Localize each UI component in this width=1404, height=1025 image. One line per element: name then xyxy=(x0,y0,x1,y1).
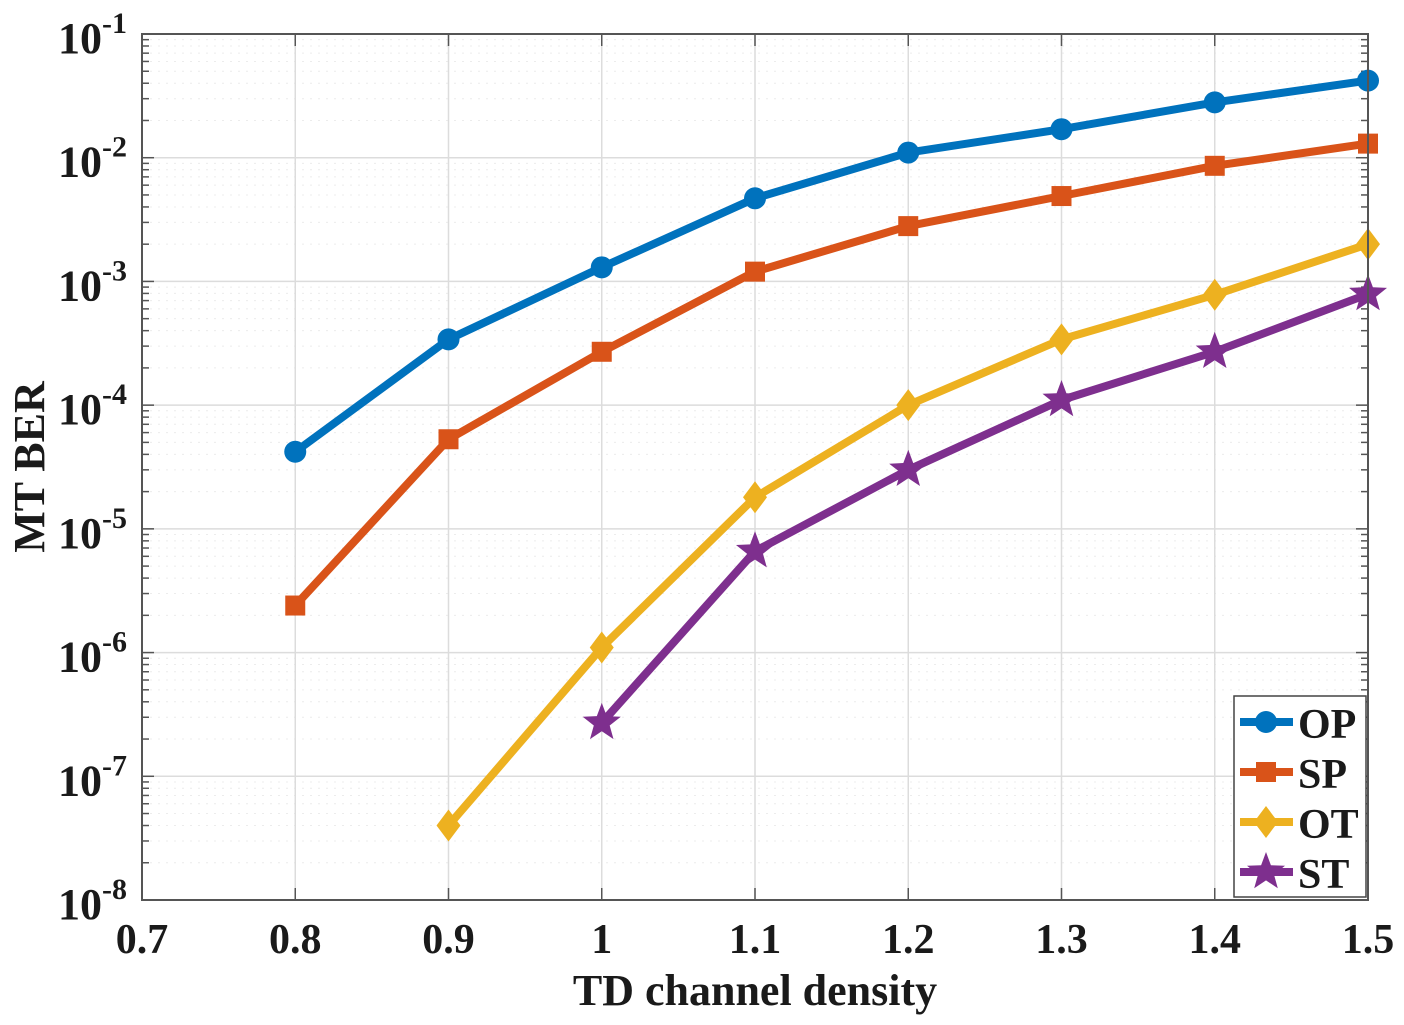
y-tick-label: 10-2 xyxy=(58,131,127,187)
y-tick-label: 10-7 xyxy=(58,749,127,805)
x-tick-label: 1.2 xyxy=(882,917,935,963)
y-tick-base: 10 xyxy=(58,633,102,682)
data-point-st xyxy=(582,702,621,740)
x-tick-label: 1.4 xyxy=(1189,917,1242,963)
data-point-sp xyxy=(1204,155,1225,176)
y-tick-base: 10 xyxy=(58,14,102,63)
data-point-op xyxy=(897,141,920,164)
y-tick-exponent: -8 xyxy=(102,873,127,906)
legend-marker-ot xyxy=(1254,806,1278,838)
x-tick-label: 1.1 xyxy=(729,917,782,963)
x-tick-label: 0.8 xyxy=(269,917,322,963)
x-tick-label: 1 xyxy=(591,917,612,963)
x-tick-label: 1.3 xyxy=(1035,917,1088,963)
data-point-st xyxy=(1195,331,1234,368)
data-point-sp xyxy=(898,216,919,237)
y-tick-exponent: -4 xyxy=(102,378,127,411)
data-point-ot xyxy=(1202,278,1227,311)
y-tick-exponent: -5 xyxy=(102,502,127,535)
x-tick-label: 1.5 xyxy=(1342,917,1395,963)
y-tick-label: 10-1 xyxy=(58,7,127,63)
y-tick-base: 10 xyxy=(58,138,102,187)
series-line-sp xyxy=(292,139,1369,609)
grid xyxy=(141,33,1369,901)
data-point-ot xyxy=(1049,323,1074,356)
data-point-st xyxy=(1042,380,1081,417)
data-point-sp xyxy=(591,341,612,362)
y-axis-label: MT BER xyxy=(5,380,54,553)
legend-box xyxy=(1233,695,1367,898)
y-tick-label: 10-3 xyxy=(58,254,127,310)
data-point-sp xyxy=(745,261,765,282)
y-tick-base: 10 xyxy=(58,880,102,929)
legend-marker-op xyxy=(1255,711,1277,733)
data-point-st xyxy=(889,449,928,486)
y-tick-label: 10-8 xyxy=(58,873,127,929)
y-tick-label: 10-6 xyxy=(58,626,127,682)
y-tick-exponent: -7 xyxy=(102,749,127,782)
legend-label-ot: OT xyxy=(1298,802,1359,848)
data-point-op xyxy=(590,256,613,279)
data-point-ot xyxy=(436,809,461,842)
data-point-st xyxy=(736,531,774,568)
y-tick-base: 10 xyxy=(58,509,102,558)
series-line-st xyxy=(598,290,1370,726)
x-tick-label: 0.7 xyxy=(116,917,169,963)
data-point-sp xyxy=(1051,186,1072,207)
y-tick-exponent: -2 xyxy=(102,131,127,164)
y-tick-label: 10-5 xyxy=(58,502,127,558)
data-point-op xyxy=(437,328,460,351)
y-tick-label: 10-4 xyxy=(58,378,127,434)
series-st xyxy=(582,274,1387,740)
y-tick-base: 10 xyxy=(58,261,102,310)
series-layer xyxy=(284,69,1387,842)
data-point-sp xyxy=(438,429,459,450)
legend-label-op: OP xyxy=(1298,702,1356,748)
y-tick-exponent: -1 xyxy=(102,7,127,40)
series-line-op xyxy=(292,76,1369,456)
data-point-op xyxy=(1050,118,1073,141)
data-point-ot xyxy=(743,481,767,514)
series-op xyxy=(284,69,1379,463)
series-sp xyxy=(285,133,1378,616)
legend-label-st: ST xyxy=(1298,852,1349,898)
data-point-op xyxy=(1203,91,1226,114)
legend-label-sp: SP xyxy=(1298,752,1347,798)
data-point-sp xyxy=(285,595,306,616)
axes-box xyxy=(141,33,1369,901)
y-tick-labels: 10-110-210-310-410-510-610-710-8 xyxy=(58,7,127,929)
data-point-ot xyxy=(896,389,921,422)
data-point-op xyxy=(744,187,766,210)
y-tick-base: 10 xyxy=(58,385,102,434)
y-tick-exponent: -3 xyxy=(102,254,127,287)
series-ot xyxy=(436,228,1380,842)
x-tick-label: 0.9 xyxy=(422,917,475,963)
x-tick-labels: 0.7 0.8 0.9 1 1.1 1.2 1.3 1.4 1.5 xyxy=(116,917,1395,963)
data-point-op xyxy=(284,440,307,463)
x-axis-label: TD channel density xyxy=(573,966,937,1015)
y-tick-base: 10 xyxy=(58,756,102,805)
legend-marker-sp xyxy=(1256,762,1276,782)
legend-marker-st xyxy=(1247,852,1285,889)
y-tick-exponent: -6 xyxy=(102,626,127,659)
data-point-ot xyxy=(589,631,614,664)
